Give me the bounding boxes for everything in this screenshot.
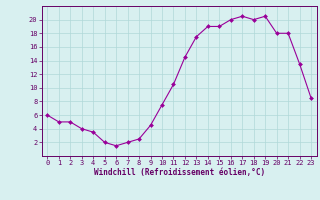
X-axis label: Windchill (Refroidissement éolien,°C): Windchill (Refroidissement éolien,°C) bbox=[94, 168, 265, 177]
